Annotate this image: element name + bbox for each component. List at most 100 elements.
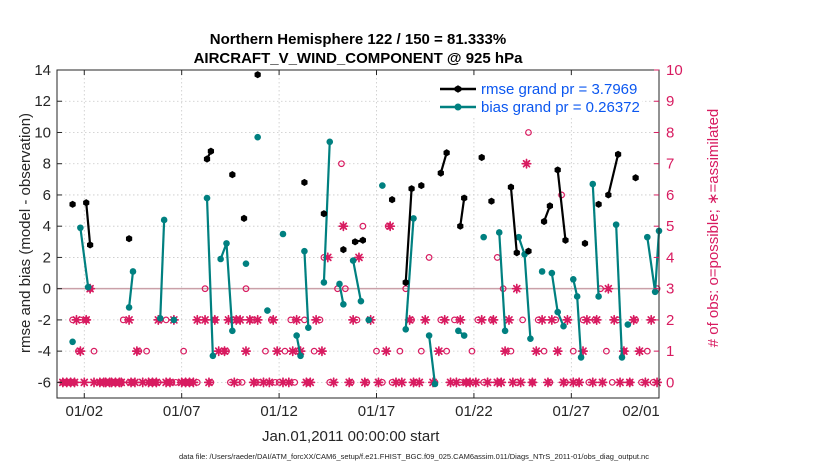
y-right-tick-label: 2 (666, 312, 674, 329)
bias-point (349, 257, 357, 264)
obs-assimilated-marker (628, 314, 639, 325)
bias-line (127, 271, 135, 308)
obs-assimilated-marker (203, 377, 215, 388)
obs-assimilated-marker (311, 314, 322, 325)
bias-point (612, 221, 620, 228)
obs-assimilated-marker (591, 314, 602, 325)
obs-assimilated-marker (496, 377, 507, 388)
obs-assimilated-marker (455, 314, 466, 325)
bias-line (498, 232, 507, 331)
obs-assimilated-marker (71, 314, 82, 325)
obs-assimilated-marker (433, 346, 444, 357)
obs-assimilated-marker (291, 314, 302, 325)
bias-point (573, 293, 581, 300)
obs-assimilated-marker (344, 377, 355, 388)
obs-assimilated-marker (404, 314, 415, 325)
obs-assimilated-marker (192, 314, 203, 325)
obs-assimilated-marker (414, 377, 425, 388)
bias-point (589, 180, 597, 188)
bias-point (480, 233, 487, 241)
obs-assimilated-marker (235, 314, 246, 325)
obs-possible-marker (281, 347, 289, 355)
rmse-point (69, 200, 76, 208)
obs-assimilated-marker (476, 314, 487, 325)
y-tick-label: 10 (34, 124, 51, 141)
obs-assimilated-marker (609, 314, 620, 325)
obs-assimilated-marker (568, 377, 579, 388)
obs-assimilated-marker (252, 314, 263, 325)
obs-assimilated-marker (581, 314, 592, 325)
rmse-line (404, 188, 413, 283)
obs-assimilated-marker (552, 346, 563, 357)
obs-possible-marker (525, 129, 532, 136)
obs-assimilated-marker (264, 377, 275, 388)
bias-point (170, 316, 178, 324)
y-right-tick-label: 3 (666, 281, 674, 298)
obs-assimilated-marker (88, 377, 100, 388)
bias-point (379, 182, 386, 189)
rmse-point (207, 147, 215, 155)
obs-possible-marker (242, 285, 250, 293)
rmse-point (546, 202, 554, 210)
y-tick-label: 8 (43, 156, 51, 173)
legend-bias-marker (454, 103, 462, 111)
bias-point (624, 321, 632, 328)
obs-assimilated-marker (287, 346, 298, 357)
rmse-point (359, 236, 366, 244)
bias-point (560, 322, 567, 330)
obs-assimilated-marker (587, 377, 598, 388)
obs-assimilated-marker (624, 377, 635, 388)
y-axis-right-label: # of obs: o=possible; ∗=assimilated (705, 109, 722, 348)
rmse-point (83, 199, 90, 207)
bias-point (297, 352, 304, 360)
rmse-point (240, 214, 248, 222)
rmse-point (540, 217, 548, 226)
obs-assimilated-marker (507, 377, 518, 388)
obs-assimilated-marker (614, 377, 626, 388)
bias-point (460, 332, 468, 339)
bias-point (501, 327, 509, 335)
obs-assimilated-marker (79, 377, 90, 388)
rmse-point (581, 239, 589, 247)
bias-point (595, 293, 602, 300)
bias-point (125, 304, 133, 311)
obs-count-layer (57, 129, 663, 388)
obs-assimilated-marker (527, 377, 538, 388)
rmse-point (418, 181, 425, 190)
bias-point (229, 327, 236, 335)
obs-assimilated-marker (213, 346, 224, 357)
obs-assimilated-marker (348, 314, 359, 325)
obs-assimilated-marker (248, 377, 259, 388)
obs-assimilated-marker (445, 377, 456, 388)
rmse-point (402, 278, 409, 287)
obs-assimilated-marker (116, 377, 127, 388)
bias-point (538, 268, 546, 275)
obs-possible-marker (143, 347, 151, 355)
legend-rmse-marker (454, 85, 462, 93)
rmse-point (443, 149, 450, 157)
legend-rmse-label: rmse grand pr = 3.7969 (481, 81, 637, 98)
bias-line (159, 219, 166, 319)
bias-point (209, 352, 217, 360)
rmse-point (562, 236, 569, 244)
legend: rmse grand pr = 3.7969 bias grand pr = 0… (430, 78, 642, 116)
x-tick-label: 01/07 (163, 403, 201, 420)
obs-assimilated-marker (500, 346, 511, 357)
bias-point (336, 280, 343, 288)
y-right-tick-label: 5 (666, 218, 674, 235)
obs-assimilated-marker (439, 314, 450, 325)
obs-assimilated-marker (420, 314, 431, 325)
x-tick-label: 01/02 (66, 403, 104, 420)
x-tick-label: 01/17 (358, 403, 396, 420)
rmse-point (513, 249, 520, 257)
bias-point (293, 332, 300, 339)
y-tick-label: -4 (38, 343, 51, 360)
y-right-tick-label: 7 (666, 156, 674, 173)
obs-possible-marker (602, 347, 610, 355)
y-right-tick-label: 8 (666, 124, 674, 141)
obs-assimilated-marker (470, 377, 481, 388)
obs-assimilated-marker (124, 314, 135, 325)
obs-assimilated-marker (482, 377, 493, 388)
bias-line (295, 335, 302, 357)
